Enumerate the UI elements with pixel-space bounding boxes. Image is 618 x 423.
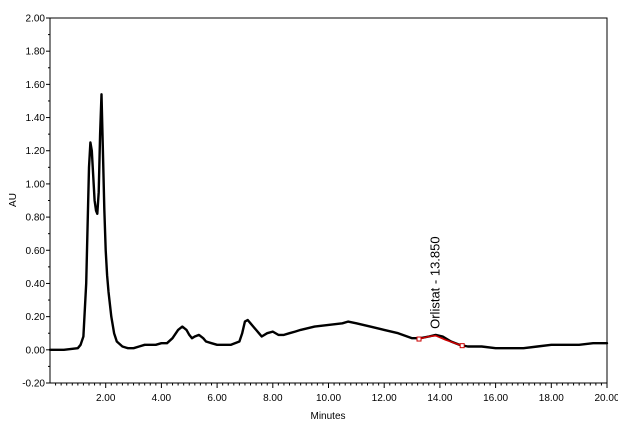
integration-line [418, 334, 464, 347]
x-tick-label: 4.00 [152, 393, 172, 404]
y-tick-label: 0.60 [26, 246, 46, 257]
x-tick-label: 8.00 [263, 393, 283, 404]
y-tick-label: 0.40 [26, 279, 46, 290]
y-tick-label: 1.80 [26, 47, 46, 58]
y-tick-label: 0.20 [26, 312, 46, 323]
y-axis-title: AU [8, 193, 19, 207]
x-axis: 2.00 4.00 6.00 8.00 10.00 12.00 14.00 16.00 18.0… [55, 383, 618, 404]
x-axis-title: Minutes [310, 411, 345, 422]
y-tick-label: 1.20 [26, 146, 46, 157]
y-tick-label: 1.60 [26, 80, 46, 91]
annotation-layer: Orlistat - 13.850 [416, 236, 465, 349]
y-tick-label: 1.00 [26, 179, 46, 190]
x-tick-label: 14.00 [427, 393, 452, 404]
y-tick-label: -0.20 [22, 379, 45, 390]
y-tick-label: 2.00 [26, 14, 46, 25]
x-tick-label: 2.00 [96, 393, 116, 404]
peak-annotation: Orlistat - 13.850 [428, 236, 443, 329]
x-tick-label: 6.00 [207, 393, 227, 404]
x-tick-label: 20.00 [594, 393, 618, 404]
peak-boundary-marker [416, 336, 422, 342]
x-tick-label: 12.00 [372, 393, 397, 404]
x-tick-label: 10.00 [316, 393, 341, 404]
y-tick-label: 1.40 [26, 113, 46, 124]
x-tick-label: 18.00 [539, 393, 564, 404]
y-tick-label: 0.80 [26, 213, 46, 224]
series-layer [48, 93, 609, 351]
peak-boundary-marker [459, 343, 465, 349]
x-tick-label: 16.00 [483, 393, 508, 404]
y-tick-label: 0.00 [26, 345, 46, 356]
plot-frame [49, 17, 608, 384]
